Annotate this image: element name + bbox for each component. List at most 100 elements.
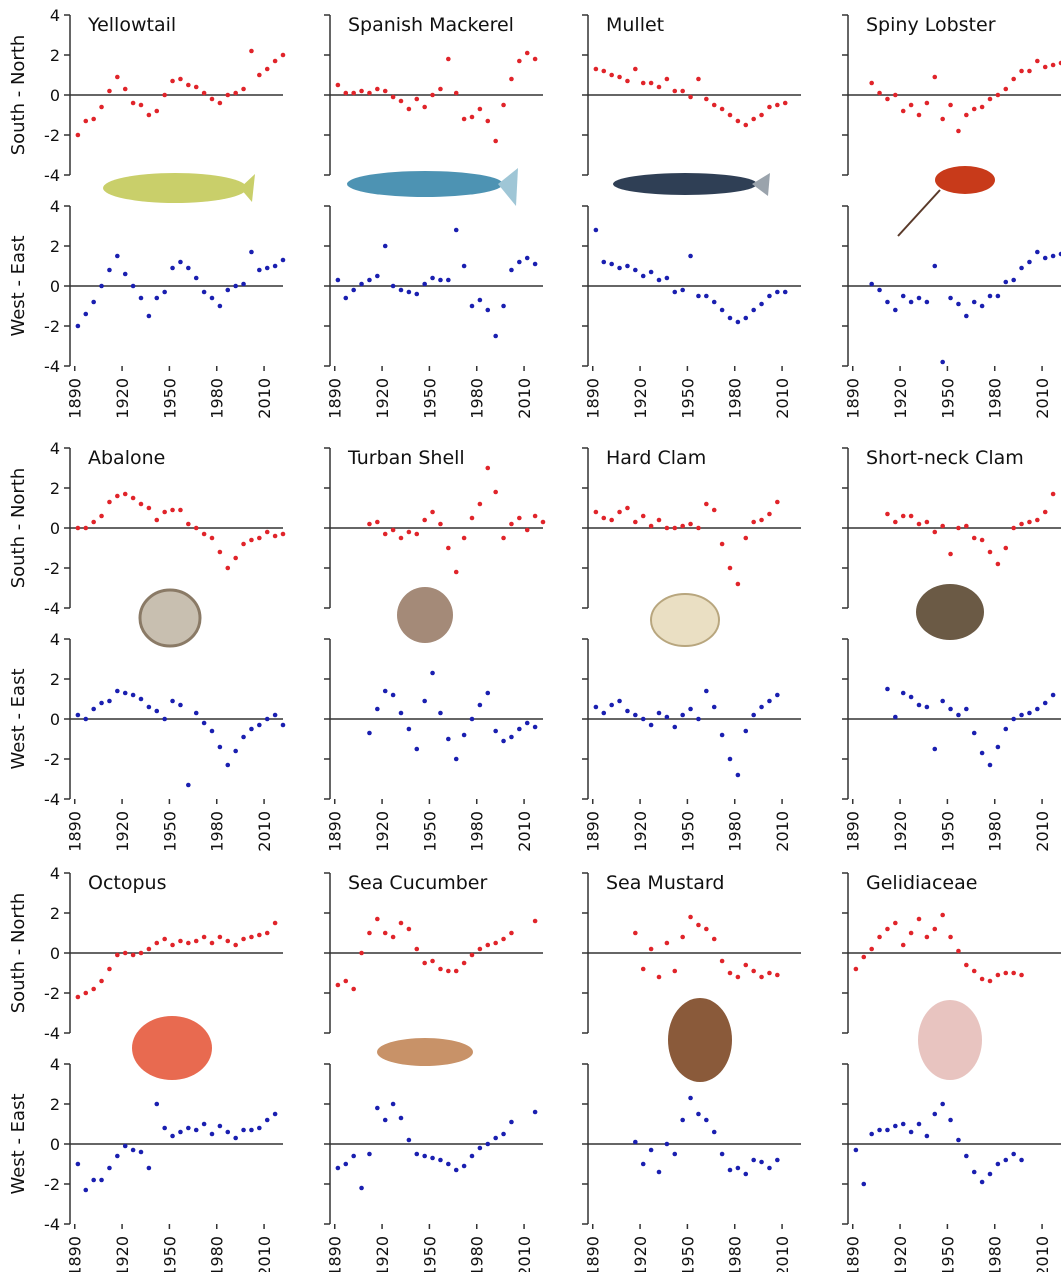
point [775, 500, 780, 505]
point [680, 89, 685, 94]
point [775, 1158, 780, 1163]
point [162, 93, 167, 98]
point [948, 296, 953, 301]
point [115, 75, 120, 80]
point [940, 524, 945, 529]
point [688, 95, 693, 100]
point [980, 751, 985, 756]
point [525, 256, 530, 261]
x-tick-label: 1950 [678, 811, 697, 852]
point [617, 510, 622, 515]
point [462, 264, 467, 269]
point [743, 536, 748, 541]
x-tick-label: 1980 [986, 811, 1005, 852]
point [147, 947, 152, 952]
point [225, 288, 230, 293]
point [407, 727, 412, 732]
point [743, 963, 748, 968]
y-tick-label: 2 [50, 904, 60, 923]
x-tick-label: 1980 [468, 811, 487, 852]
point [399, 99, 404, 104]
clam-icon [651, 594, 719, 646]
point [147, 113, 152, 118]
y-tick-label: 0 [50, 86, 60, 105]
x-tick-label: 1980 [208, 811, 227, 852]
point [1003, 1158, 1008, 1163]
point [407, 107, 412, 112]
point [233, 943, 238, 948]
point [123, 691, 128, 696]
point [972, 536, 977, 541]
x-tick-label: 1890 [66, 1236, 85, 1272]
point [736, 320, 741, 325]
point [170, 79, 175, 84]
point [218, 304, 223, 309]
x-tick-label: 1920 [631, 811, 650, 852]
point [233, 1136, 238, 1141]
point [783, 290, 788, 295]
point [665, 77, 670, 82]
point [218, 935, 223, 940]
point [225, 93, 230, 98]
point [775, 973, 780, 978]
point [877, 91, 882, 96]
x-tick-label: 1890 [584, 1236, 603, 1272]
point [940, 1102, 945, 1107]
point [877, 935, 882, 940]
x-tick-label: 2010 [773, 378, 792, 419]
point [470, 717, 475, 722]
point [375, 274, 380, 279]
point [925, 935, 930, 940]
point [925, 1134, 930, 1139]
point [478, 947, 483, 952]
point [525, 528, 530, 533]
point [672, 1152, 677, 1157]
point [115, 953, 120, 958]
point [76, 995, 81, 1000]
point [712, 705, 717, 710]
point [430, 276, 435, 281]
point [83, 717, 88, 722]
point [76, 324, 81, 329]
point [115, 689, 120, 694]
point [359, 282, 364, 287]
point [680, 288, 685, 293]
point [383, 244, 388, 249]
point [672, 526, 677, 531]
point [273, 713, 278, 718]
y-tick-label: -2 [44, 317, 60, 336]
point [131, 693, 136, 698]
point [940, 699, 945, 704]
y-tick-label: -2 [44, 984, 60, 1003]
point [649, 81, 654, 86]
point [399, 288, 404, 293]
point [680, 1118, 685, 1123]
point [154, 296, 159, 301]
y-tick-label: -2 [44, 750, 60, 769]
page: Yellowtail-4-2024South - North-4-2024Wes… [0, 0, 1061, 1272]
point [383, 1118, 388, 1123]
point [917, 522, 922, 527]
point [720, 308, 725, 313]
panel-title: Hard Clam [606, 447, 706, 469]
point [76, 133, 81, 138]
lobster-icon [935, 166, 995, 194]
y-tick-label: -4 [44, 357, 60, 376]
point [1011, 77, 1016, 82]
point [265, 717, 270, 722]
point [665, 715, 670, 720]
x-tick-label: 1950 [678, 378, 697, 419]
point [917, 1122, 922, 1127]
x-tick-label: 1980 [986, 1236, 1005, 1272]
point [186, 83, 191, 88]
point [336, 278, 341, 283]
point [438, 1158, 443, 1163]
y-tick-label: 0 [50, 710, 60, 729]
point [194, 526, 199, 531]
panel: Spiny Lobster18901920195019802010 [842, 14, 1061, 419]
point [775, 103, 780, 108]
point [854, 1148, 859, 1153]
point [194, 939, 199, 944]
x-tick-label: 2010 [773, 811, 792, 852]
point [885, 512, 890, 517]
